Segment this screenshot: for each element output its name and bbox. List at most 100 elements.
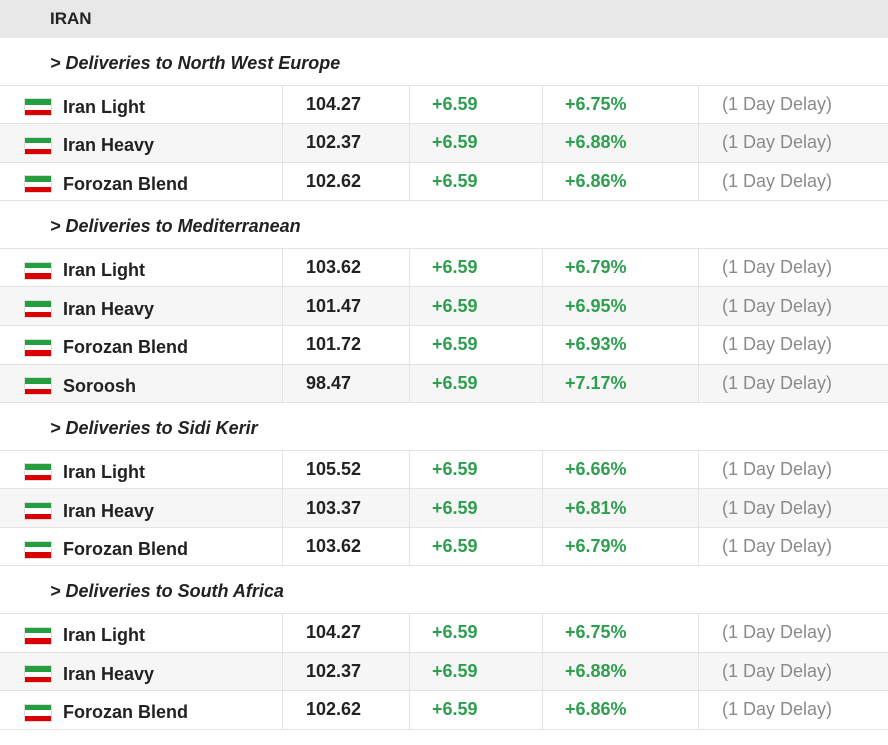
change: +6.59: [410, 287, 543, 325]
flag-icon: [24, 98, 52, 117]
crude-name[interactable]: Iran Light: [63, 625, 145, 646]
change: +6.59: [410, 450, 543, 489]
percent-change: +6.95%: [543, 287, 699, 325]
table-row[interactable]: Iran Light 104.27 +6.59 +6.75% (1 Day Delay): [0, 85, 888, 125]
change: +6.59: [410, 85, 543, 124]
percent-change: +6.66%: [543, 450, 699, 489]
name-cell: Soroosh: [0, 364, 283, 403]
price: 104.27: [283, 85, 410, 124]
delay: (1 Day Delay): [722, 257, 833, 278]
delay: (1 Day Delay): [722, 132, 833, 153]
name-cell: Forozan Blend: [0, 162, 283, 201]
percent-change: +6.75%: [543, 613, 699, 652]
table-row[interactable]: Iran Light 104.27 +6.59 +6.75% (1 Day Delay): [0, 613, 888, 653]
table-row[interactable]: Iran Heavy 101.47 +6.59 +6.95% (1 Day Delay): [0, 287, 888, 326]
price: 102.62: [283, 162, 410, 201]
section-title: > Deliveries to Mediterranean: [0, 201, 888, 249]
price: 98.47: [283, 364, 410, 403]
delay: (1 Day Delay): [722, 372, 833, 393]
table-row[interactable]: Iran Heavy 103.37 +6.59 +6.81% (1 Day Delay): [0, 489, 888, 528]
percent-change: +6.88%: [543, 124, 699, 162]
delay: (1 Day Delay): [722, 458, 833, 479]
flag-icon: [24, 703, 52, 722]
flag-icon: [24, 626, 52, 645]
crude-name[interactable]: Iran Light: [63, 260, 145, 281]
percent-change: +6.75%: [543, 85, 699, 124]
flag-icon: [24, 377, 52, 396]
change: +6.59: [410, 248, 543, 287]
crude-name[interactable]: Forozan Blend: [63, 702, 188, 723]
percent-change: +6.86%: [543, 691, 699, 729]
table-row[interactable]: Forozan Blend 101.72 +6.59 +6.93% (1 Day Del…: [0, 325, 888, 365]
change: +6.59: [410, 613, 543, 652]
price: 104.27: [283, 613, 410, 652]
crude-name[interactable]: Iran Light: [63, 461, 145, 482]
percent-change: +6.88%: [543, 652, 699, 691]
delay: (1 Day Delay): [722, 497, 833, 518]
crude-name[interactable]: Soroosh: [63, 375, 137, 396]
crude-name[interactable]: Forozan Blend: [63, 173, 188, 194]
name-cell: Iran Heavy: [0, 652, 283, 691]
percent-change: +6.79%: [543, 248, 699, 287]
crude-name[interactable]: Iran Heavy: [63, 663, 155, 684]
table-row[interactable]: Forozan Blend 102.62 +6.59 +6.86% (1 Day Del…: [0, 162, 888, 202]
percent-change: +6.86%: [543, 162, 699, 201]
crude-name[interactable]: Iran Light: [63, 96, 145, 117]
change: +6.59: [410, 325, 543, 364]
change: +6.59: [410, 124, 543, 162]
crude-name[interactable]: Forozan Blend: [63, 539, 188, 560]
price: 103.62: [283, 248, 410, 287]
price: 102.62: [283, 691, 410, 729]
percent-change: +7.17%: [543, 364, 699, 403]
flag-icon: [24, 175, 52, 194]
price: 102.37: [283, 124, 410, 162]
flag-icon: [24, 502, 52, 521]
name-cell: Iran Light: [0, 248, 283, 287]
delay: (1 Day Delay): [722, 334, 833, 355]
table-row[interactable]: Iran Heavy 102.37 +6.59 +6.88% (1 Day Delay): [0, 652, 888, 692]
name-cell: Iran Heavy: [0, 124, 283, 162]
table-row[interactable]: Iran Heavy 102.37 +6.59 +6.88% (1 Day Delay): [0, 124, 888, 163]
header-title: IRAN: [0, 0, 888, 38]
table-row[interactable]: Soroosh 98.47 +6.59 +7.17% (1 Day Delay): [0, 364, 888, 404]
flag-icon: [24, 665, 52, 684]
name-cell: Iran Light: [0, 85, 283, 124]
section-title: > Deliveries to South Africa: [0, 566, 888, 614]
flag-icon: [24, 300, 52, 319]
change: +6.59: [410, 527, 543, 566]
price: 103.37: [283, 489, 410, 527]
delay: (1 Day Delay): [722, 170, 833, 191]
change: +6.59: [410, 162, 543, 201]
name-cell: Forozan Blend: [0, 325, 283, 364]
crude-name[interactable]: Iran Heavy: [63, 298, 155, 319]
name-cell: Iran Light: [0, 613, 283, 652]
name-cell: Iran Light: [0, 450, 283, 489]
table: > Deliveries to North West Europe Iran Li…: [0, 38, 888, 730]
delay: (1 Day Delay): [722, 536, 833, 557]
crude-name[interactable]: Iran Heavy: [63, 135, 155, 156]
price: 105.52: [283, 450, 410, 489]
table-row[interactable]: Iran Light 105.52 +6.59 +6.66% (1 Day Delay): [0, 450, 888, 490]
table-row[interactable]: Iran Light 103.62 +6.59 +6.79% (1 Day Delay): [0, 248, 888, 288]
crude-name[interactable]: Iran Heavy: [63, 500, 155, 521]
section-title: > Deliveries to North West Europe: [0, 38, 888, 86]
flag-icon: [24, 463, 52, 482]
crude-name[interactable]: Forozan Blend: [63, 337, 188, 358]
delay: (1 Day Delay): [722, 295, 833, 316]
name-cell: Iran Heavy: [0, 287, 283, 325]
change: +6.59: [410, 691, 543, 729]
change: +6.59: [410, 652, 543, 691]
price: 101.72: [283, 325, 410, 364]
flag-icon: [24, 136, 52, 155]
name-cell: Iran Heavy: [0, 489, 283, 527]
table-row[interactable]: Forozan Blend 103.62 +6.59 +6.79% (1 Day Del…: [0, 527, 888, 567]
price: 101.47: [283, 287, 410, 325]
delay: (1 Day Delay): [722, 622, 833, 643]
flag-icon: [24, 540, 52, 559]
delay: (1 Day Delay): [722, 660, 833, 681]
change: +6.59: [410, 489, 543, 527]
name-cell: Forozan Blend: [0, 691, 283, 729]
table-row[interactable]: Forozan Blend 102.62 +6.59 +6.86% (1 Day Del…: [0, 691, 888, 730]
flag-icon: [24, 261, 52, 280]
price: 102.37: [283, 652, 410, 691]
